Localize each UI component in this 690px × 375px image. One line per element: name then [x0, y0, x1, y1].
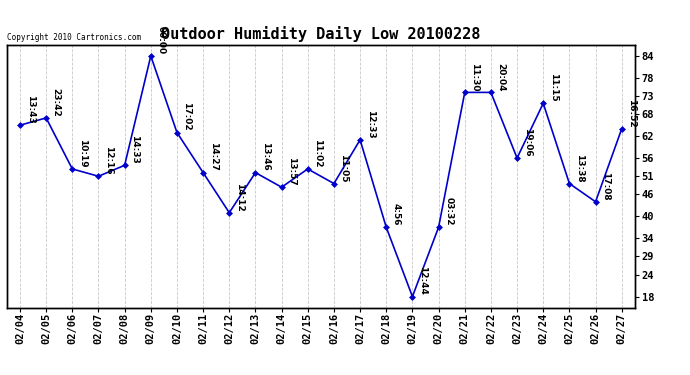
Text: 23:42: 23:42	[52, 88, 61, 117]
Text: 13:43: 13:43	[26, 95, 34, 124]
Text: 20:04: 20:04	[497, 63, 506, 91]
Text: 13:46: 13:46	[261, 142, 270, 171]
Text: 13:38: 13:38	[575, 153, 584, 182]
Text: 11:15: 11:15	[549, 74, 558, 102]
Text: 14:27: 14:27	[208, 142, 217, 171]
Title: Outdoor Humidity Daily Low 20100228: Outdoor Humidity Daily Low 20100228	[161, 27, 480, 42]
Text: 14:12: 14:12	[235, 183, 244, 212]
Text: Copyright 2010 Cartronics.com: Copyright 2010 Cartronics.com	[7, 33, 141, 42]
Text: 17:02: 17:02	[183, 102, 192, 131]
Text: 11:02: 11:02	[313, 139, 322, 168]
Text: 11:05: 11:05	[339, 154, 348, 182]
Text: 12:33: 12:33	[366, 110, 375, 138]
Text: 10:19: 10:19	[78, 139, 87, 168]
Text: 12:44: 12:44	[418, 266, 427, 295]
Text: 13:57: 13:57	[287, 157, 296, 186]
Text: 11:30: 11:30	[471, 63, 480, 91]
Text: 14:33: 14:33	[130, 135, 139, 164]
Text: 17:08: 17:08	[601, 172, 610, 200]
Text: 4:56: 4:56	[392, 203, 401, 226]
Text: 00:00: 00:00	[157, 26, 166, 54]
Text: 19:06: 19:06	[522, 128, 531, 157]
Text: 12:16: 12:16	[104, 146, 113, 175]
Text: 16:52: 16:52	[627, 99, 636, 128]
Text: 03:32: 03:32	[444, 197, 453, 226]
